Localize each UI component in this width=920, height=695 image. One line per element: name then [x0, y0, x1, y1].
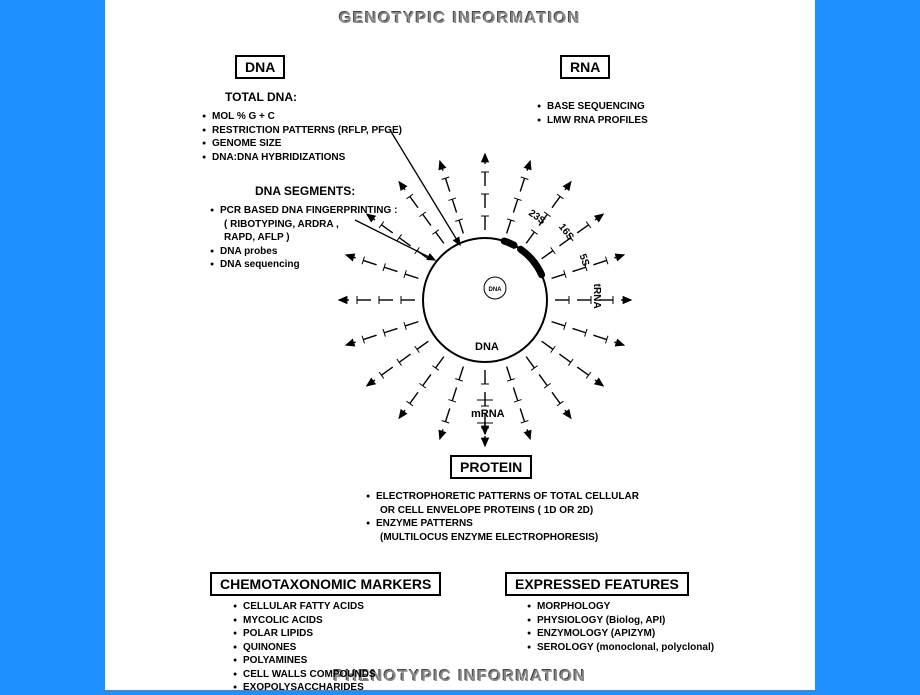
list-item: SEROLOGY (monoclonal, polyclonal) — [527, 641, 714, 655]
list-item: ENZYMOLOGY (APIZYM) — [527, 627, 714, 641]
list-rna: BASE SEQUENCINGLMW RNA PROFILES — [537, 100, 648, 127]
list-item: POLAR LIPIDS — [233, 627, 376, 641]
list-item: MYCOLIC ACIDS — [233, 614, 376, 628]
list-item: ( RIBOTYPING, ARDRA , — [210, 218, 397, 232]
list-item: RAPD, AFLP ) — [210, 231, 397, 245]
list-item: DNA probes — [210, 245, 397, 259]
list-item: ENZYME PATTERNS — [366, 517, 639, 531]
list-total-dna: MOL % G + CRESTRICTION PATTERNS (RFLP, P… — [202, 110, 402, 164]
list-item: MOL % G + C — [202, 110, 402, 124]
paper-area: GENOTYPIC INFORMATION PHENOTYPIC INFORMA… — [105, 0, 815, 690]
list-item: LMW RNA PROFILES — [537, 114, 648, 128]
svg-text:DNA: DNA — [475, 341, 499, 353]
list-item: DNA:DNA HYBRIDIZATIONS — [202, 151, 402, 165]
list-chemo: CELLULAR FATTY ACIDSMYCOLIC ACIDSPOLAR L… — [233, 600, 376, 695]
title-top: GENOTYPIC INFORMATION — [339, 10, 581, 28]
box-chemo: CHEMOTAXONOMIC MARKERS — [210, 572, 441, 596]
list-item: DNA sequencing — [210, 258, 397, 272]
list-item: EXOPOLYSACCHARIDES — [233, 681, 376, 695]
box-dna: DNA — [235, 55, 285, 79]
list-item: RESTRICTION PATTERNS (RFLP, PFGE) — [202, 124, 402, 138]
svg-text:DNA: DNA — [489, 287, 503, 293]
heading-dna-segments: DNA SEGMENTS: — [255, 184, 355, 198]
svg-text:23S: 23S — [526, 208, 547, 227]
svg-text:tRNA: tRNA — [591, 284, 602, 309]
list-item: GENOME SIZE — [202, 137, 402, 151]
box-rna: RNA — [560, 55, 610, 79]
list-item: POLYAMINES — [233, 654, 376, 668]
box-expressed: EXPRESSED FEATURES — [505, 572, 689, 596]
list-item: (MULTILOCUS ENZYME ELECTROPHORESIS) — [366, 531, 639, 545]
list-item: PCR BASED DNA FINGERPRINTING : — [210, 204, 397, 218]
list-expressed: MORPHOLOGYPHYSIOLOGY (Biolog, API)ENZYMO… — [527, 600, 714, 654]
svg-text:mRNA: mRNA — [471, 408, 505, 420]
svg-text:5S: 5S — [577, 253, 592, 269]
list-item: CELLULAR FATTY ACIDS — [233, 600, 376, 614]
list-item: OR CELL ENVELOPE PROTEINS ( 1D OR 2D) — [366, 504, 639, 518]
list-item: MORPHOLOGY — [527, 600, 714, 614]
list-item: PHYSIOLOGY (Biolog, API) — [527, 614, 714, 628]
svg-text:16S: 16S — [556, 222, 576, 243]
list-item: CELL WALLS COMPOUNDS — [233, 668, 376, 682]
list-item: ELECTROPHORETIC PATTERNS OF TOTAL CELLUL… — [366, 490, 639, 504]
list-dna-segments: PCR BASED DNA FINGERPRINTING :( RIBOTYPI… — [210, 204, 397, 272]
box-protein: PROTEIN — [450, 455, 532, 479]
list-item: BASE SEQUENCING — [537, 100, 648, 114]
list-item: QUINONES — [233, 641, 376, 655]
list-protein: ELECTROPHORETIC PATTERNS OF TOTAL CELLUL… — [366, 490, 639, 544]
heading-total-dna: TOTAL DNA: — [225, 90, 297, 104]
